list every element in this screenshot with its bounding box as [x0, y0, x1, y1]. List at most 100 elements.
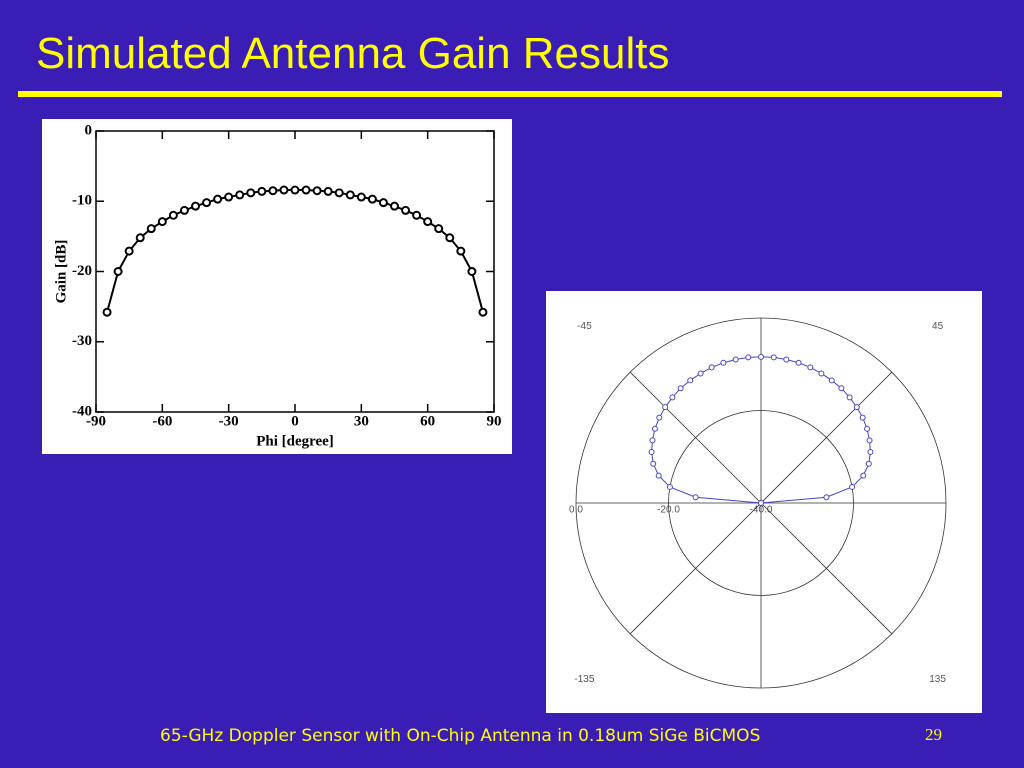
data-point [445, 233, 455, 243]
r-tick-label: 0.0 [569, 505, 583, 516]
data-point [478, 307, 488, 317]
data-point [378, 198, 388, 208]
y-tick-label: -10 [72, 193, 92, 209]
data-point [745, 354, 752, 361]
data-point [651, 425, 658, 432]
footer-text: 65-GHz Doppler Sensor with On-Chip Anten… [160, 726, 760, 746]
spoke [760, 371, 893, 504]
data-point [113, 267, 123, 276]
data-point [849, 483, 856, 490]
data-point [146, 224, 156, 234]
data-point [456, 246, 466, 256]
data-point [124, 246, 134, 256]
data-point [853, 404, 860, 411]
data-point [732, 356, 739, 363]
data-point [191, 201, 200, 211]
x-tick-label: 30 [354, 413, 369, 429]
data-point [866, 437, 873, 444]
x-tick-label: 90 [487, 413, 502, 429]
data-point [692, 494, 699, 501]
data-point [758, 353, 764, 360]
data-point [666, 483, 673, 490]
spoke [629, 502, 762, 635]
theta-tick-label: 135 [929, 674, 946, 685]
x-axis-label: Phi [degree] [256, 433, 334, 449]
theta-tick-label: 45 [932, 321, 944, 332]
data-point [770, 354, 777, 361]
data-point [102, 307, 112, 317]
data-point [290, 185, 300, 195]
data-point [367, 194, 377, 204]
data-point [818, 370, 825, 377]
data-point [828, 377, 835, 384]
data-point [697, 370, 704, 377]
y-axis-label: Gain [dB] [53, 240, 69, 304]
data-point [135, 233, 145, 243]
x-tick-label: 0 [291, 413, 299, 429]
x-tick-label: -90 [86, 413, 106, 429]
data-point [390, 201, 399, 211]
data-point [423, 217, 433, 227]
data-point [860, 472, 867, 479]
data-point [649, 437, 656, 444]
data-point [213, 194, 223, 204]
data-point [467, 267, 477, 276]
page-number: 29 [925, 725, 942, 744]
spoke [760, 502, 893, 635]
data-point [157, 217, 167, 227]
y-tick-label: -20 [72, 263, 92, 279]
data-point [677, 385, 684, 392]
data-point [323, 186, 333, 196]
data-point [345, 190, 355, 200]
y-tick-label: -30 [72, 333, 92, 349]
data-point [656, 414, 663, 421]
data-point [246, 188, 256, 198]
data-point [846, 394, 853, 401]
data-point [356, 192, 366, 202]
y-tick-label: -40 [72, 403, 92, 419]
data-point [301, 185, 311, 195]
data-point [648, 448, 655, 455]
data-point [662, 404, 669, 411]
data-point [168, 210, 178, 220]
data-point [864, 425, 871, 432]
data-point [434, 224, 444, 234]
data-point [807, 364, 814, 371]
spoke [629, 371, 762, 504]
slide-title: Simulated Antenna Gain Results [36, 29, 670, 78]
data-point [669, 394, 676, 401]
theta-tick-label: -45 [577, 321, 592, 332]
data-point [202, 198, 212, 208]
data-point [655, 472, 662, 479]
data-point [783, 356, 790, 363]
x-tick-label: -30 [219, 413, 239, 429]
data-point [708, 364, 715, 371]
data-point [279, 185, 289, 195]
data-point [224, 192, 234, 202]
data-point [650, 460, 657, 467]
data-point [795, 359, 802, 366]
data-point [312, 186, 322, 196]
data-point [412, 210, 422, 220]
x-tick-label: -60 [152, 413, 172, 429]
data-point [859, 414, 866, 421]
data-point [179, 205, 189, 215]
data-point [257, 186, 267, 196]
data-point [235, 190, 245, 200]
chart-panel [546, 291, 982, 713]
data-point [687, 377, 694, 384]
title-rule [18, 91, 1002, 97]
y-tick-label: 0 [85, 122, 93, 138]
data-point [838, 385, 845, 392]
theta-tick-label: -135 [574, 674, 594, 685]
data-point [865, 460, 872, 467]
chart-panel [42, 119, 512, 454]
data-point [720, 359, 727, 366]
data-point [268, 186, 278, 196]
data-point [867, 448, 874, 455]
data-point [758, 500, 764, 506]
data-point [823, 494, 830, 501]
data-point [334, 188, 344, 198]
data-point [401, 205, 411, 215]
